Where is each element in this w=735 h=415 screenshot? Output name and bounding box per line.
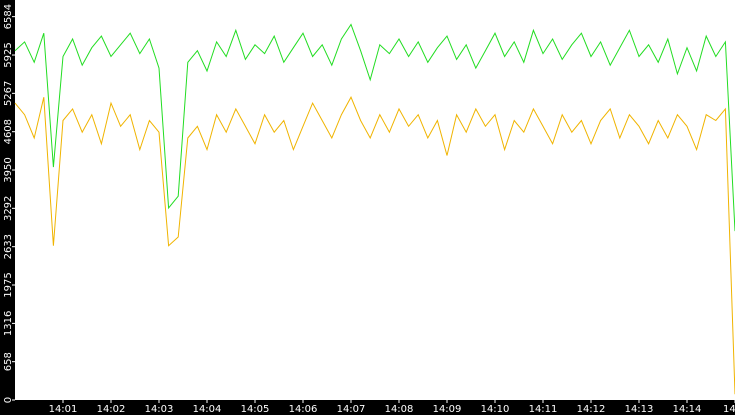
y-tick-label: 0 bbox=[3, 397, 14, 403]
y-tick-label: 5267 bbox=[3, 81, 14, 106]
x-tick-label: 14:08 bbox=[385, 404, 414, 415]
y-tick-label: 2633 bbox=[3, 234, 14, 259]
x-tick-label: 14:13 bbox=[625, 404, 654, 415]
series-line bbox=[14, 96, 735, 395]
x-tick-label: 14:14 bbox=[673, 404, 702, 415]
x-tick-label: 14:02 bbox=[97, 404, 126, 415]
y-tick-label: 4608 bbox=[3, 119, 14, 144]
y-tick-label: 3950 bbox=[3, 157, 14, 182]
plot-area bbox=[15, 0, 735, 400]
y-tick-label: 5925 bbox=[3, 42, 14, 67]
y-tick-label: 1975 bbox=[3, 272, 14, 297]
x-tick-label: 14:12 bbox=[577, 404, 606, 415]
series-line bbox=[14, 23, 735, 232]
x-tick-label: 14:11 bbox=[529, 404, 558, 415]
x-tick-label: 14:01 bbox=[49, 404, 78, 415]
x-tick-label: 14:05 bbox=[241, 404, 270, 415]
y-tick-label: 6584 bbox=[3, 4, 14, 29]
x-tick-label: 14:03 bbox=[145, 404, 174, 415]
x-tick-label: 14:09 bbox=[433, 404, 462, 415]
x-tick-label: 14:10 bbox=[481, 404, 510, 415]
y-tick-label: 1316 bbox=[3, 311, 14, 336]
x-tick-label: 14 bbox=[723, 404, 735, 415]
x-tick-label: 14:04 bbox=[193, 404, 222, 415]
y-tick-label: 3292 bbox=[3, 196, 14, 221]
y-tick-label: 658 bbox=[3, 352, 14, 371]
x-tick-label: 14:07 bbox=[337, 404, 366, 415]
x-tick-label: 14:06 bbox=[289, 404, 318, 415]
